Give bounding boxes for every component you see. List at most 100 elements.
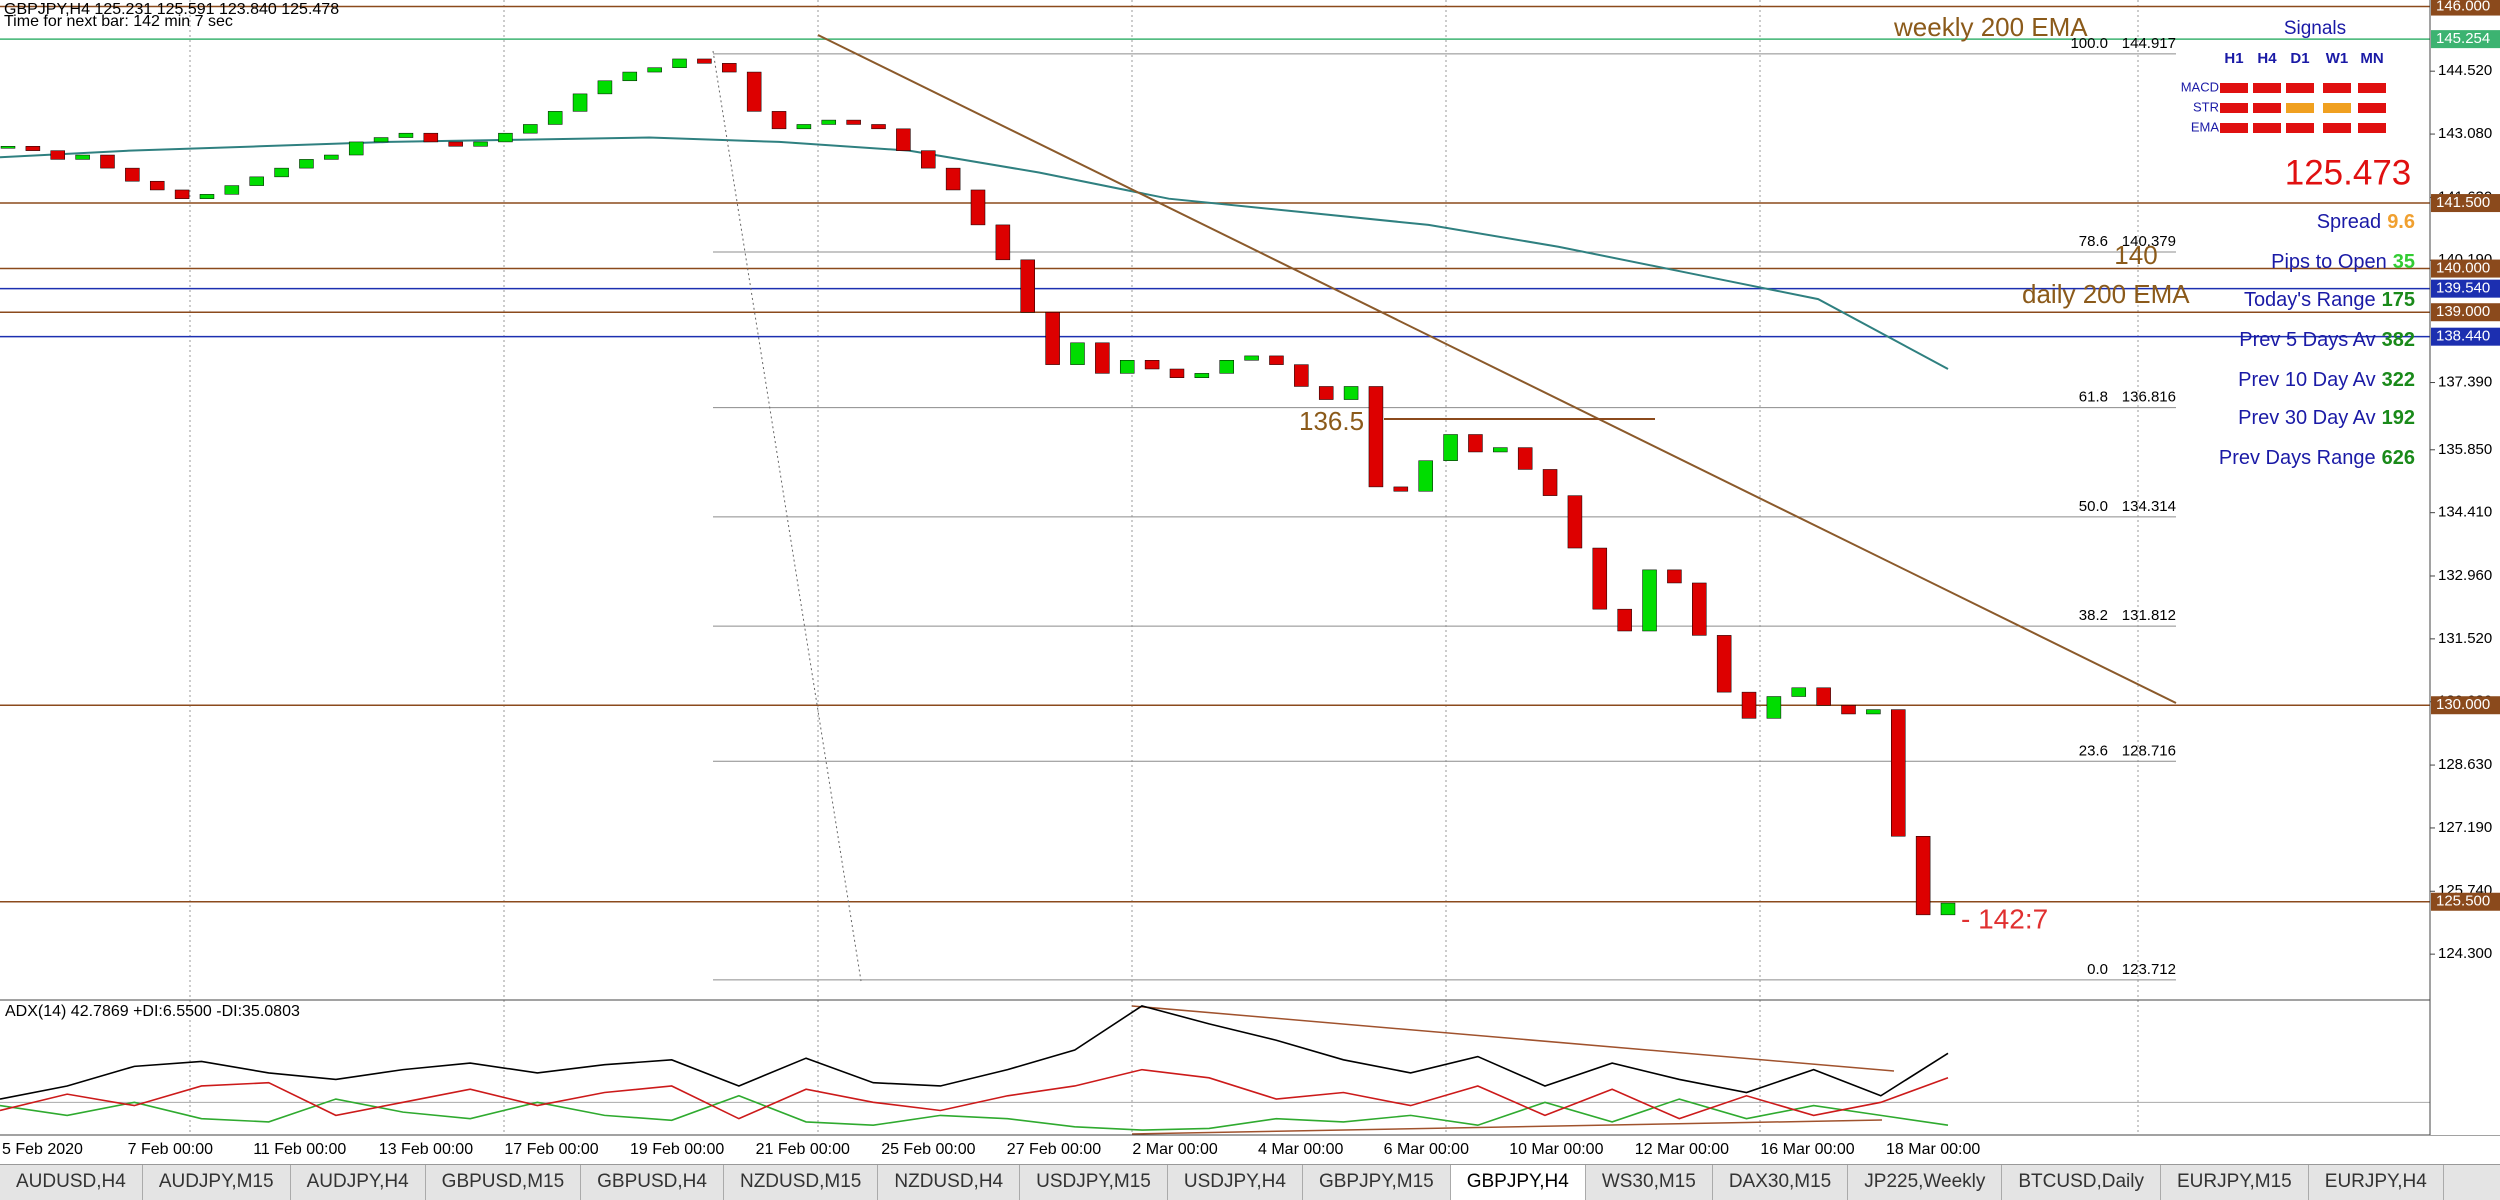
candle xyxy=(771,111,787,130)
fib-price: 134.314 xyxy=(2122,498,2176,515)
x-tick-label: 4 Mar 00:00 xyxy=(1258,1141,1343,1158)
candle xyxy=(224,185,240,195)
price-tag-label: 140.000 xyxy=(2436,260,2490,277)
signal-cell xyxy=(2220,123,2248,133)
candle xyxy=(1791,687,1807,697)
candle xyxy=(1617,608,1632,632)
indicator-line xyxy=(0,1068,1949,1120)
candle xyxy=(547,111,563,125)
bid-price: 125.473 xyxy=(2285,153,2412,192)
candle xyxy=(1667,569,1682,584)
candle xyxy=(597,80,613,95)
candle xyxy=(249,176,264,186)
candle xyxy=(423,132,439,143)
candle xyxy=(1517,447,1533,470)
levels xyxy=(0,5,2430,903)
signal-column: D1 xyxy=(2290,50,2309,67)
candle xyxy=(672,58,687,68)
fib-ratio: 23.6 xyxy=(2079,742,2108,759)
candle xyxy=(1294,364,1309,387)
fib-ratio: 61.8 xyxy=(2079,389,2108,406)
price-tag xyxy=(2431,327,2500,346)
x-tick-label: 27 Feb 00:00 xyxy=(1007,1141,1101,1158)
chart-tab[interactable]: BTCUSD,Daily xyxy=(2002,1165,2161,1200)
chart-tab[interactable]: AUDUSD,H4 xyxy=(0,1165,143,1200)
fib-price: 123.712 xyxy=(2122,961,2176,978)
stat-label: Prev 5 Days Av xyxy=(2239,329,2375,351)
chart-tab[interactable]: GBPJPY,H4 xyxy=(1450,1165,1586,1200)
chart-tab[interactable]: EURJPY,M15 xyxy=(2161,1165,2309,1200)
candle xyxy=(1244,355,1259,361)
price-tag xyxy=(2431,259,2500,278)
annotation: daily 200 EMA xyxy=(2022,279,2190,309)
candle xyxy=(1592,547,1608,610)
fib-anchor-line xyxy=(712,50,862,982)
candle xyxy=(1567,495,1583,549)
candle xyxy=(1493,447,1508,453)
candle xyxy=(100,154,115,169)
y-tick-label: 124.300 xyxy=(2438,945,2492,962)
y-tick-label: 134.410 xyxy=(2438,504,2492,521)
chart-tab[interactable]: GBPUSD,M15 xyxy=(426,1165,582,1200)
price-tag-label: 146.000 xyxy=(2436,0,2490,15)
candle xyxy=(945,167,961,191)
chart-tab[interactable]: NZDUSD,H4 xyxy=(878,1165,1021,1200)
candle xyxy=(1095,342,1110,374)
candle xyxy=(921,150,936,169)
candle xyxy=(50,150,65,160)
fibonacci: 100.0 144.917 78.6 140.379 61.8 136.816 50.0 13… xyxy=(713,35,2176,981)
x-tick-label: 7 Feb 00:00 xyxy=(128,1141,214,1158)
chart-tab[interactable]: JP225,Weekly xyxy=(1848,1165,2003,1200)
indicator-line xyxy=(0,1094,1949,1131)
fib-price: 144.917 xyxy=(2122,35,2176,52)
chart-tab[interactable]: WS30,M15 xyxy=(1586,1165,1713,1200)
stat-value: 175 xyxy=(2382,289,2415,311)
signal-cell xyxy=(2358,83,2386,93)
candle xyxy=(373,137,389,143)
signal-cell xyxy=(2358,103,2386,113)
price-axis-bg xyxy=(2430,0,2500,1135)
candle xyxy=(1468,434,1483,453)
candle xyxy=(1219,360,1234,374)
candle xyxy=(25,146,41,151)
candle xyxy=(1866,709,1881,715)
x-tick-label: 10 Mar 00:00 xyxy=(1509,1141,1603,1158)
candle xyxy=(970,189,986,226)
candle xyxy=(1766,696,1782,719)
fib-ratio: 0.0 xyxy=(2087,961,2108,978)
candle xyxy=(1940,902,1956,916)
chart-tab[interactable]: USDJPY,H4 xyxy=(1168,1165,1303,1200)
candle xyxy=(1443,434,1458,461)
price-tag-label: 125.500 xyxy=(2436,893,2490,910)
signal-cell xyxy=(2323,83,2351,93)
price-tag-label: 141.500 xyxy=(2436,194,2490,211)
signal-cell xyxy=(2323,103,2351,113)
fib-ratio: 100.0 xyxy=(2070,35,2108,52)
y-tick-label: 127.190 xyxy=(2438,819,2492,836)
chart-tab[interactable]: NZDUSD,M15 xyxy=(724,1165,879,1200)
chart-tab[interactable]: EURJPY,H4 xyxy=(2309,1165,2444,1200)
fib-ratio: 78.6 xyxy=(2079,233,2108,250)
signal-cell xyxy=(2220,83,2248,93)
chart-tab[interactable]: AUDJPY,H4 xyxy=(291,1165,426,1200)
candle xyxy=(1070,342,1085,365)
chart-tab[interactable]: DAX30,M15 xyxy=(1713,1165,1849,1200)
candle xyxy=(299,159,314,169)
signal-row: EMA xyxy=(2191,119,2220,134)
stat-value: 192 xyxy=(2382,407,2415,429)
candle xyxy=(1418,460,1433,492)
adx-trend-line xyxy=(1131,1005,1895,1072)
chart-tab[interactable]: GBPUSD,H4 xyxy=(581,1165,724,1200)
grid xyxy=(189,0,2139,1135)
candle xyxy=(1045,311,1060,365)
signals-title: Signals xyxy=(2284,18,2346,39)
indicator-line xyxy=(0,1005,1949,1100)
annotation: weekly 200 EMA xyxy=(1893,12,2088,42)
price-axis: 144.520143.080141.630140.190137.390135.8… xyxy=(2430,0,2500,962)
ema-line xyxy=(0,136,1949,370)
signal-cell xyxy=(2253,83,2281,93)
chart-tab[interactable]: GBPJPY,M15 xyxy=(1303,1165,1451,1200)
chart-tab[interactable]: AUDJPY,M15 xyxy=(143,1165,291,1200)
chart-tab[interactable]: USDJPY,M15 xyxy=(1020,1165,1168,1200)
